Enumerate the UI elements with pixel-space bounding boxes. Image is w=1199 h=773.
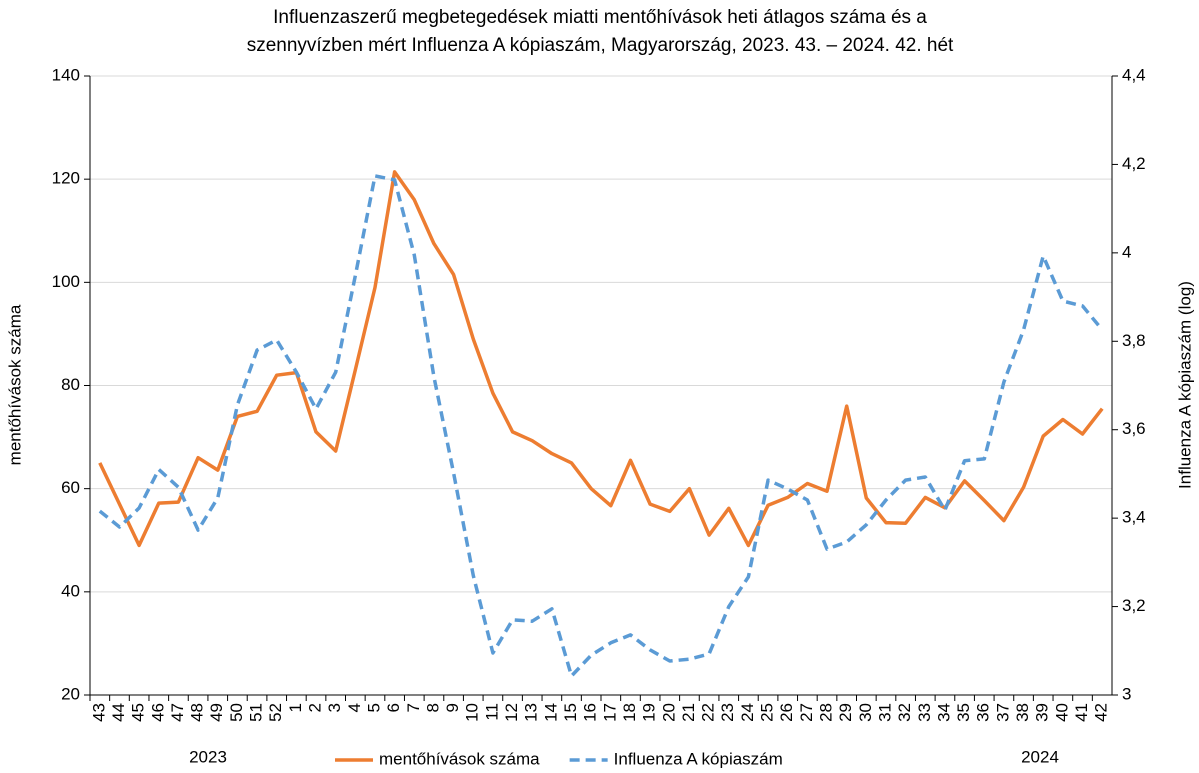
x-tick-label: 43 (89, 703, 108, 722)
x-tick-label: 12 (502, 703, 521, 722)
x-tick-label: 50 (227, 703, 246, 722)
x-tick-label: 42 (1092, 703, 1111, 722)
x-tick-label: 37 (993, 703, 1012, 722)
x-tick-label: 41 (1072, 703, 1091, 722)
x-tick-label: 21 (679, 703, 698, 722)
y2-tick-label: 3,2 (1122, 596, 1146, 615)
x-tick-label: 20 (659, 703, 678, 722)
x-tick-label: 52 (266, 703, 285, 722)
x-tick-label: 13 (522, 703, 541, 722)
x-tick-label: 24 (738, 703, 757, 722)
x-tick-label: 44 (109, 703, 128, 722)
x-tick-label: 49 (207, 703, 226, 722)
year-label: 2024 (1021, 747, 1059, 766)
x-tick-label: 36 (974, 703, 993, 722)
series-line (98, 174, 1104, 678)
x-tick-label: 7 (404, 703, 423, 712)
x-tick-label: 31 (875, 703, 894, 722)
x-tick-label: 17 (600, 703, 619, 722)
x-tick-label: 28 (817, 703, 836, 722)
x-tick-label: 47 (168, 703, 187, 722)
x-tick-label: 1 (286, 703, 305, 712)
y-tick-label: 120 (52, 169, 80, 188)
x-tick-label: 3 (325, 703, 344, 712)
x-tick-label: 19 (640, 703, 659, 722)
x-tick-label: 51 (247, 703, 266, 722)
x-tick-label: 14 (541, 703, 560, 722)
y2-tick-label: 4,2 (1122, 154, 1146, 173)
x-tick-label: 2 (306, 703, 325, 712)
x-tick-label: 4 (345, 703, 364, 712)
x-tick-label: 8 (423, 703, 442, 712)
y2-tick-label: 3,8 (1122, 331, 1146, 350)
y-tick-label: 20 (61, 684, 80, 703)
x-tick-label: 6 (384, 703, 403, 712)
x-tick-label: 30 (856, 703, 875, 722)
x-tick-label: 9 (443, 703, 462, 712)
x-tick-label: 22 (699, 703, 718, 722)
y-tick-label: 60 (61, 478, 80, 497)
y2-tick-label: 3,6 (1122, 419, 1146, 438)
y-tick-label: 80 (61, 375, 80, 394)
series-line (98, 170, 1104, 548)
y-tick-label: 140 (52, 65, 80, 84)
x-tick-label: 10 (463, 703, 482, 722)
x-tick-label: 45 (129, 703, 148, 722)
chart-title: szennyvízben mért Influenza A kópiaszám,… (247, 35, 954, 56)
x-tick-label: 26 (777, 703, 796, 722)
x-tick-label: 32 (895, 703, 914, 722)
y2-tick-label: 4,4 (1122, 65, 1146, 84)
x-tick-label: 38 (1013, 703, 1032, 722)
x-tick-label: 11 (482, 703, 501, 721)
x-tick-label: 48 (188, 703, 207, 722)
legend-label: Influenza A kópiaszám (614, 749, 783, 768)
chart-title: Influenzaszerű megbetegedések miatti men… (273, 7, 927, 28)
y-tick-label: 40 (61, 581, 80, 600)
x-tick-label: 40 (1052, 703, 1071, 722)
y2-tick-label: 3,4 (1122, 508, 1146, 527)
legend-label: mentőhívások száma (379, 749, 540, 768)
x-tick-label: 18 (620, 703, 639, 722)
x-tick-label: 27 (797, 703, 816, 722)
x-tick-label: 39 (1033, 703, 1052, 722)
x-tick-label: 29 (836, 703, 855, 722)
x-tick-label: 33 (915, 703, 934, 722)
x-tick-label: 25 (758, 703, 777, 722)
x-tick-label: 35 (954, 703, 973, 722)
y-tick-label: 100 (52, 272, 80, 291)
x-tick-label: 15 (561, 703, 580, 722)
x-tick-label: 5 (364, 703, 383, 712)
x-tick-label: 34 (934, 703, 953, 722)
y2-tick-label: 3 (1122, 684, 1131, 703)
x-tick-label: 16 (581, 703, 600, 722)
year-label: 2023 (189, 747, 227, 766)
y-axis-label: mentőhívások száma (5, 304, 24, 465)
y2-axis-label: Influenza A kópiaszám (log) (1175, 281, 1194, 489)
x-tick-label: 46 (148, 703, 167, 722)
x-tick-label: 23 (718, 703, 737, 722)
y2-tick-label: 4 (1122, 242, 1131, 261)
